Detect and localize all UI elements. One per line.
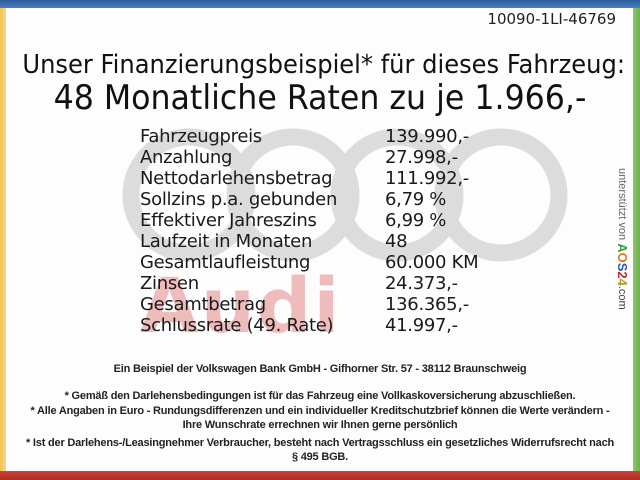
- frame-top-border: [0, 0, 640, 8]
- row-value: 136.365,-: [385, 294, 469, 315]
- monthly-rate-headline: 48 Monatliche Raten zu je 1.966,-: [53, 78, 587, 118]
- row-label: Zinsen: [140, 273, 199, 294]
- aos24-logo-letter: O: [615, 252, 630, 263]
- finance-table: Fahrzeugpreis 139.990,- Anzahlung 27.998,-…: [140, 126, 479, 336]
- aos24-logo-letter: S: [615, 262, 630, 272]
- audi-text-watermark: Audi: [140, 261, 342, 350]
- aos24-logo-letter: A: [615, 243, 630, 253]
- row-label: Sollzins p.a. gebunden: [140, 189, 338, 210]
- table-row: Fahrzeugpreis 139.990,-: [140, 126, 478, 147]
- table-row: Effektiver Jahreszins 6,99 %: [140, 210, 478, 231]
- footnote-insurance: * Gemäß den Darlehensbedingungen ist für…: [64, 390, 576, 402]
- table-row: Gesamtlaufleistung 60.000 KM: [140, 252, 479, 273]
- supported-by-credit: unterstützt von AOS24.com: [615, 168, 630, 310]
- table-row: Nettodarlehensbetrag 111.992,-: [140, 168, 478, 189]
- row-value: 60.000 KM: [385, 252, 479, 273]
- row-value: 41.997,-: [385, 315, 458, 336]
- aos24-logo-letter: 4: [615, 278, 630, 286]
- document-id: 10090-1LI-46769: [487, 10, 616, 28]
- row-label: Gesamtlaufleistung: [140, 252, 311, 273]
- bank-address-line: Ein Beispiel der Volkswagen Bank GmbH - …: [113, 363, 527, 375]
- frame-bottom-border: [0, 471, 640, 480]
- supported-by-label: unterstützt von: [616, 168, 628, 244]
- footnote-withdrawal-right: * Ist der Darlehens-/Leasingnehmer Verbr…: [25, 437, 615, 463]
- row-label: Anzahlung: [140, 147, 233, 168]
- row-value: 27.998,-: [385, 147, 458, 168]
- frame-left-border: [0, 8, 6, 471]
- table-row: Laufzeit in Monaten 48: [140, 231, 478, 252]
- table-row: Sollzins p.a. gebunden 6,79 %: [140, 189, 478, 210]
- financing-title: Unser Finanzierungsbeispiel* für dieses …: [22, 50, 625, 80]
- row-value: 24.373,-: [385, 273, 458, 294]
- row-label: Schlussrate (49. Rate): [140, 315, 334, 336]
- table-row: Zinsen 24.373,-: [140, 273, 478, 294]
- frame-right-border: [633, 8, 640, 471]
- aos24-domain-suffix: .com: [616, 285, 628, 310]
- row-value: 48: [385, 231, 408, 252]
- row-label: Fahrzeugpreis: [140, 126, 262, 147]
- row-label: Laufzeit in Monaten: [140, 231, 313, 252]
- row-label: Gesamtbetrag: [140, 294, 266, 315]
- row-label: Nettodarlehensbetrag: [140, 168, 333, 189]
- row-value: 111.992,-: [385, 168, 469, 189]
- table-row: Gesamtbetrag 136.365,-: [140, 294, 478, 315]
- aos24-logo-letter: 2: [615, 271, 630, 279]
- row-label: Effektiver Jahreszins: [140, 210, 317, 231]
- footnote-rounding: * Alle Angaben in Euro - Rundungsdiffere…: [30, 405, 610, 431]
- table-row: Anzahlung 27.998,-: [140, 147, 478, 168]
- row-value: 139.990,-: [385, 126, 469, 147]
- table-row: Schlussrate (49. Rate) 41.997,-: [140, 315, 478, 336]
- row-value: 6,79 %: [385, 189, 447, 210]
- row-value: 6,99 %: [385, 210, 447, 231]
